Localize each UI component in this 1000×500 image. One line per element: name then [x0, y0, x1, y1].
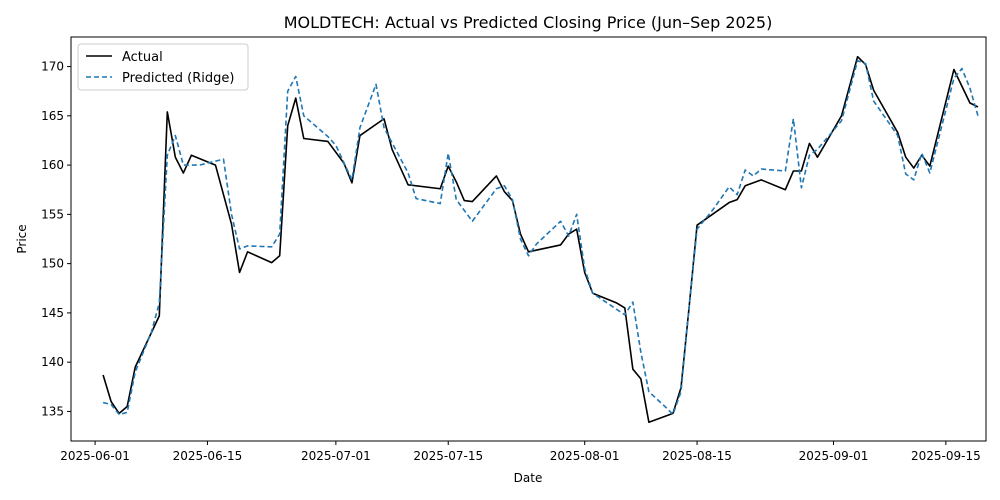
series-line-actual	[102, 55, 979, 424]
chart-title: MOLDTECH: Actual vs Predicted Closing Pr…	[284, 13, 773, 32]
plot-frame	[70, 36, 987, 442]
x-tick-label: 2025-09-15	[911, 449, 981, 463]
y-axis-label: Price	[15, 224, 29, 253]
legend-label-predicted: Predicted (Ridge)	[122, 71, 234, 86]
y-tick-label: 150	[41, 257, 64, 271]
legend: Actual Predicted (Ridge)	[77, 43, 249, 91]
x-tick-label: 2025-08-01	[550, 449, 620, 463]
x-tick-label: 2025-09-01	[799, 449, 869, 463]
y-tick-label: 160	[41, 158, 64, 172]
series-line-predicted	[102, 59, 979, 416]
legend-label-actual: Actual	[122, 50, 163, 65]
y-tick-label: 145	[41, 306, 64, 320]
x-tick-label: 2025-07-01	[301, 449, 371, 463]
x-tick-label: 2025-06-15	[173, 449, 243, 463]
y-tick-label: 135	[41, 404, 64, 418]
y-axis: 135 140 145 150 155 160 165 170	[41, 60, 71, 418]
x-axis: 2025-06-01 2025-06-15 2025-07-01 2025-07-15…	[60, 441, 981, 463]
x-tick-label: 2025-07-15	[413, 449, 483, 463]
y-tick-label: 170	[41, 60, 64, 74]
x-tick-label: 2025-06-01	[60, 449, 130, 463]
y-tick-label: 140	[41, 355, 64, 369]
x-axis-label: Date	[514, 471, 543, 485]
y-tick-label: 165	[41, 109, 64, 123]
y-tick-label: 155	[41, 207, 64, 221]
plot-area	[102, 55, 979, 424]
x-tick-label: 2025-08-15	[662, 449, 732, 463]
legend-box	[77, 43, 249, 91]
